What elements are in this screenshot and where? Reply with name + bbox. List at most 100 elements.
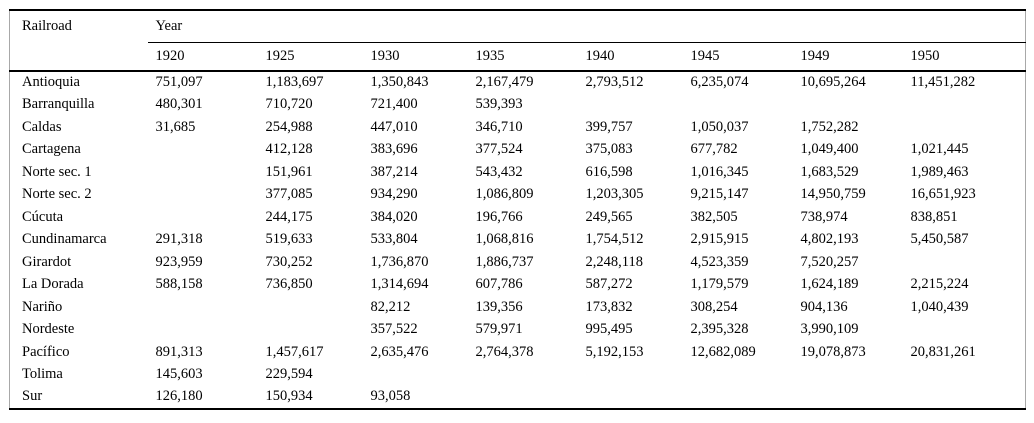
value-cell: 1,050,037 bbox=[690, 118, 749, 135]
value-cell bbox=[258, 296, 363, 319]
value-cell: 2,793,512 bbox=[585, 74, 644, 91]
value-cell: 587,272 bbox=[585, 276, 633, 293]
value-cell: 923,959 bbox=[155, 253, 203, 270]
value-cell: 934,290 bbox=[370, 186, 418, 203]
table-row: Antioquia 751,097 1,183,697 1,350,843 2,167,… bbox=[10, 71, 1026, 94]
value-cell: 412,128 bbox=[265, 141, 313, 158]
year-header-1945: 1945 bbox=[682, 42, 793, 72]
value-cell: 1,754,512 bbox=[585, 231, 644, 248]
value-cell: 738,974 bbox=[800, 208, 848, 225]
value-cell: 151,961 bbox=[265, 163, 313, 180]
value-cell: 399,757 bbox=[585, 118, 633, 135]
railroad-name: Cartagena bbox=[22, 141, 81, 158]
value-cell: 5,192,153 bbox=[585, 343, 644, 360]
value-cell: 838,851 bbox=[910, 208, 958, 225]
value-cell: 291,318 bbox=[155, 231, 203, 248]
value-cell bbox=[903, 251, 1026, 274]
value-cell: 16,651,923 bbox=[910, 186, 976, 203]
value-cell bbox=[363, 364, 468, 387]
value-cell: 11,451,282 bbox=[910, 74, 976, 91]
value-cell bbox=[468, 364, 578, 387]
railroad-name: La Dorada bbox=[22, 276, 84, 293]
value-cell bbox=[903, 116, 1026, 139]
railroad-column-header: Railroad bbox=[9, 10, 148, 72]
value-cell: 1,752,282 bbox=[800, 118, 859, 135]
value-cell: 579,971 bbox=[475, 321, 523, 338]
value-cell bbox=[148, 161, 258, 184]
railroad-name: Antioquia bbox=[22, 74, 80, 91]
value-cell: 82,212 bbox=[370, 298, 411, 315]
value-cell: 9,215,147 bbox=[690, 186, 749, 203]
year-header-1930: 1930 bbox=[362, 42, 468, 72]
value-cell: 1,183,697 bbox=[265, 74, 324, 91]
value-cell: 7,520,257 bbox=[800, 253, 859, 270]
value-cell: 1,886,737 bbox=[475, 253, 534, 270]
table-row: Norte sec. 1 151,961 387,214 543,432 616,598… bbox=[10, 161, 1026, 184]
value-cell bbox=[148, 296, 258, 319]
table-row: Norte sec. 2 377,085 934,290 1,086,809 1,203… bbox=[10, 184, 1026, 207]
year-header-1925: 1925 bbox=[257, 42, 363, 72]
value-cell: 126,180 bbox=[155, 388, 203, 405]
value-cell: 533,804 bbox=[370, 231, 418, 248]
value-cell: 5,450,587 bbox=[910, 231, 969, 248]
value-cell: 1,179,579 bbox=[690, 276, 749, 293]
railroad-name: Cúcuta bbox=[22, 208, 64, 225]
value-cell bbox=[578, 386, 683, 409]
value-cell: 3,990,109 bbox=[800, 321, 859, 338]
value-cell bbox=[903, 364, 1026, 387]
value-cell: 2,215,224 bbox=[910, 276, 969, 293]
table-row: Cúcuta 244,175 384,020 196,766 249,565 382,50… bbox=[10, 206, 1026, 229]
value-cell: 249,565 bbox=[585, 208, 633, 225]
railroad-name: Barranquilla bbox=[22, 96, 95, 113]
value-cell: 1,203,305 bbox=[585, 186, 644, 203]
value-cell: 244,175 bbox=[265, 208, 313, 225]
value-cell: 2,395,328 bbox=[690, 321, 749, 338]
value-cell: 1,624,189 bbox=[800, 276, 859, 293]
value-cell bbox=[468, 386, 578, 409]
value-cell: 20,831,261 bbox=[910, 343, 976, 360]
value-cell bbox=[258, 319, 363, 342]
value-cell bbox=[578, 364, 683, 387]
value-cell bbox=[793, 94, 903, 117]
value-cell: 93,058 bbox=[370, 388, 411, 405]
railroad-name: Girardot bbox=[22, 253, 72, 270]
value-cell: 196,766 bbox=[475, 208, 523, 225]
table-row: Girardot 923,959 730,252 1,736,870 1,886,737… bbox=[10, 251, 1026, 274]
value-cell: 31,685 bbox=[155, 118, 196, 135]
value-cell: 254,988 bbox=[265, 118, 313, 135]
value-cell bbox=[148, 206, 258, 229]
year-header-1935: 1935 bbox=[467, 42, 578, 72]
railroad-name: Caldas bbox=[22, 118, 62, 135]
value-cell: 346,710 bbox=[475, 118, 523, 135]
value-cell: 14,950,759 bbox=[800, 186, 866, 203]
value-cell: 383,696 bbox=[370, 141, 418, 158]
value-cell: 12,682,089 bbox=[690, 343, 756, 360]
value-cell: 607,786 bbox=[475, 276, 523, 293]
year-group-header: Year bbox=[147, 10, 1026, 43]
year-header-1949: 1949 bbox=[792, 42, 903, 72]
railroad-name: Sur bbox=[22, 388, 43, 405]
value-cell: 480,301 bbox=[155, 96, 203, 113]
value-cell bbox=[148, 184, 258, 207]
value-cell: 721,400 bbox=[370, 96, 418, 113]
value-cell: 710,720 bbox=[265, 96, 313, 113]
value-cell: 730,252 bbox=[265, 253, 313, 270]
table-row: Cartagena 412,128 383,696 377,524 375,083 677… bbox=[10, 139, 1026, 162]
value-cell: 4,523,359 bbox=[690, 253, 749, 270]
value-cell: 139,356 bbox=[475, 298, 523, 315]
value-cell: 377,524 bbox=[475, 141, 523, 158]
railroad-name: Norte sec. 2 bbox=[22, 186, 92, 203]
value-cell: 1,314,694 bbox=[370, 276, 429, 293]
value-cell: 1,021,445 bbox=[910, 141, 969, 158]
value-cell: 995,495 bbox=[585, 321, 633, 338]
value-cell: 891,313 bbox=[155, 343, 203, 360]
value-cell: 1,350,843 bbox=[370, 74, 429, 91]
value-cell bbox=[578, 94, 683, 117]
value-cell: 751,097 bbox=[155, 74, 203, 91]
value-cell bbox=[793, 386, 903, 409]
value-cell: 1,049,400 bbox=[800, 141, 859, 158]
value-cell: 2,248,118 bbox=[585, 253, 643, 270]
value-cell: 677,782 bbox=[690, 141, 738, 158]
value-cell: 2,764,378 bbox=[475, 343, 534, 360]
value-cell: 543,432 bbox=[475, 163, 523, 180]
